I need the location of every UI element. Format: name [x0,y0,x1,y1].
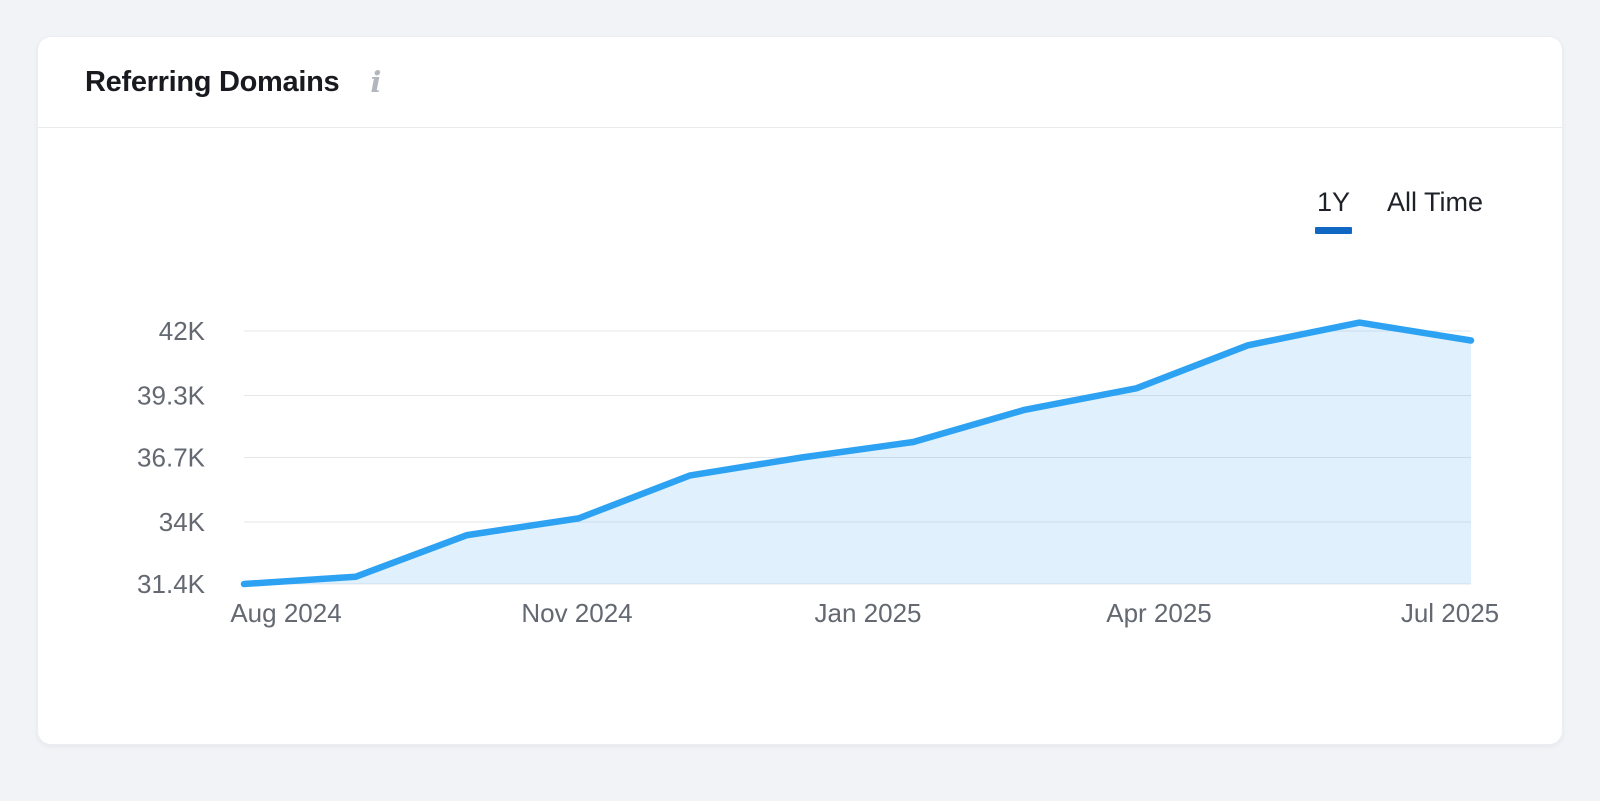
chart-area-fill [244,322,1471,584]
x-axis-label: Nov 2024 [521,598,632,628]
tab-all-time[interactable]: All Time [1386,187,1483,217]
referring-domains-chart: 42K 39.3K 36.7K 34K 31.4K Aug 2024 Nov 2024 Ja… [137,316,1499,628]
gridlines-group [244,330,1471,585]
info-icon[interactable]: i [370,64,382,99]
chart-line [240,319,1475,588]
y-axis-label: 36.7K [137,443,206,473]
time-range-tabs: 1Y All Time [1314,187,1483,234]
x-axis-label: Jan 2025 [815,598,922,628]
x-axis-label: Aug 2024 [230,598,341,628]
x-axis-label: Jul 2025 [1401,598,1499,628]
y-axis-label: 42K [159,316,206,346]
y-axis-label: 34K [159,507,206,537]
x-axis-label: Apr 2025 [1106,598,1212,628]
card-title: Referring Domains [85,65,340,98]
y-axis-label: 31.4K [137,569,206,599]
y-axis-labels-group: 42K 39.3K 36.7K 34K 31.4K [137,316,206,599]
card-header: Referring Domains i [38,37,1562,128]
referring-domains-card: Referring Domains i 1Y All Time 42K 39.3K… [37,36,1563,745]
tab-1y[interactable]: 1Y [1314,187,1353,234]
y-axis-label: 39.3K [137,380,206,410]
x-axis-labels-group: Aug 2024 Nov 2024 Jan 2025 Apr 2025 Jul 2025 [230,598,1499,628]
